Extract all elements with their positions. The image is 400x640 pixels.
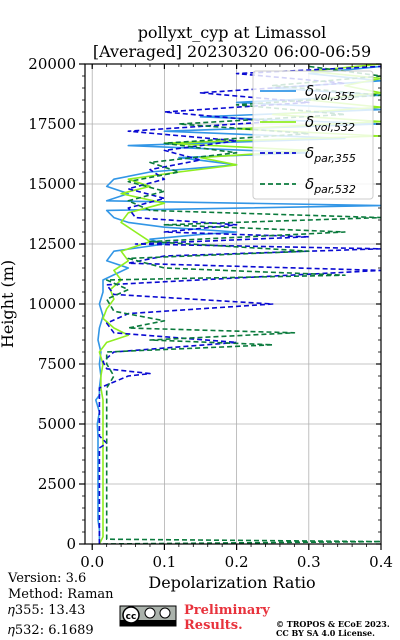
series-line-par-532 (102, 65, 381, 544)
svg-text:cc: cc (126, 612, 137, 622)
y-tick-label: 2500 (38, 475, 76, 493)
y-tick-label: 12500 (28, 235, 76, 253)
y-tick-label: 17500 (28, 115, 76, 133)
preliminary-text: Preliminary (184, 603, 270, 618)
y-axis-label: Height (m) (0, 260, 17, 348)
legend-label: δpar,355 (305, 144, 356, 165)
series-line-par-355 (98, 65, 381, 544)
y-tick-label: 10000 (28, 295, 76, 313)
y-tick-label: 15000 (28, 175, 76, 193)
y-tick-label: 0 (66, 535, 76, 553)
eta355-text: 𝜂355: 13.43 (8, 603, 85, 618)
legend: δvol,355 δvol,532 δpar,355 δpar,532 (252, 70, 374, 200)
copyright-line2: CC BY SA 4.0 License. (276, 628, 375, 638)
eta532-text: 𝜂532: 6.1689 (8, 623, 94, 638)
x-tick-label: 0.4 (369, 553, 393, 571)
chart-title: pollyxt_cyp at Limassol (138, 23, 327, 42)
legend-label: δpar,532 (305, 175, 356, 196)
legend-label: δvol,355 (305, 82, 355, 103)
grid-lines (85, 63, 382, 545)
legend-label: δvol,532 (305, 113, 355, 134)
method-text: Method: Raman (8, 587, 114, 602)
y-tick-label: 5000 (38, 415, 76, 433)
y-tick-label: 20000 (28, 55, 76, 73)
version-text: Version: 3.6 (7, 571, 86, 586)
copyright-line1: © TROPOS & ECoE 2023. (276, 619, 390, 629)
x-tick-label: 0.2 (225, 553, 249, 571)
x-tick-label: 0.0 (80, 553, 104, 571)
axis-ticks: 0.0 0.1 0.2 0.3 0.4 0 2500 5000 7500 10000 12500 15… (28, 55, 393, 571)
x-tick-label: 0.1 (152, 553, 176, 571)
cc-license-icon: cc (119, 605, 177, 627)
results-text: Results. (184, 618, 243, 633)
x-tick-label: 0.3 (297, 553, 321, 571)
series-line-vol-355 (95, 65, 381, 544)
x-axis-label: Depolarization Ratio (148, 573, 315, 592)
legend-box (252, 70, 374, 200)
y-tick-label: 7500 (38, 355, 76, 373)
chart-subtitle: [Averaged] 20230320 06:00-06:59 (93, 42, 371, 61)
